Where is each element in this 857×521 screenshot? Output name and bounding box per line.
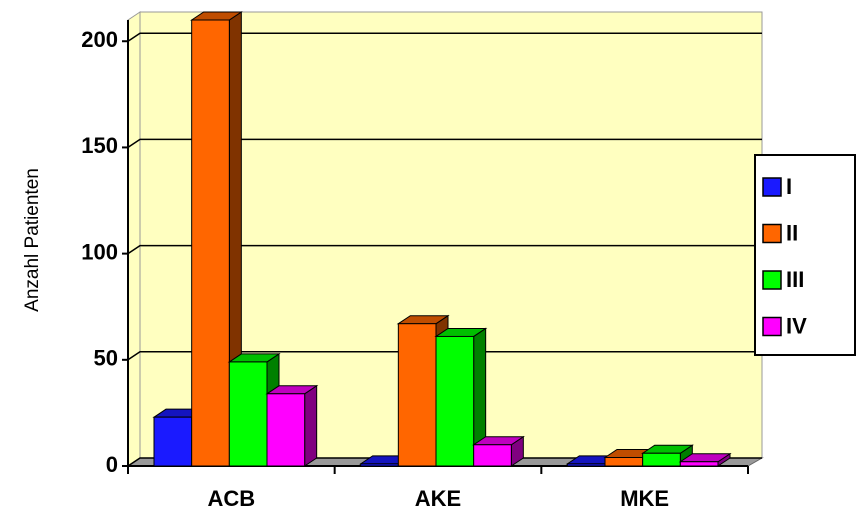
grid-line [127, 457, 762, 467]
bar-front [604, 457, 644, 467]
x-tick-label: MKE [620, 486, 669, 511]
x-tick-label: ACB [207, 486, 255, 511]
bar-front [191, 19, 230, 467]
y-tick-label: 0 [106, 452, 118, 477]
bar-front [566, 463, 606, 467]
bar-front [679, 461, 719, 467]
bar [434, 327, 488, 467]
legend-swatch [762, 177, 782, 197]
bar [678, 452, 732, 467]
legend-swatch [762, 316, 782, 337]
grid-line [127, 138, 762, 149]
legend-label: II [786, 220, 798, 245]
bar-front [153, 416, 193, 467]
y-axis-label: Anzahl Patienten [22, 168, 43, 312]
bar-side [304, 384, 318, 467]
bar-front [228, 361, 268, 467]
bar [190, 11, 243, 467]
grid-line [127, 351, 762, 361]
x-tick-label: AKE [415, 486, 461, 511]
y-tick-label: 150 [81, 133, 118, 158]
grid-line [127, 244, 762, 255]
y-tick-label: 100 [81, 239, 118, 264]
legend-label: III [786, 267, 804, 292]
bar [472, 435, 525, 467]
grid-line [127, 32, 762, 42]
bar-front [360, 463, 399, 467]
bar-front [435, 335, 475, 467]
bar-front [397, 323, 437, 467]
bar-front [642, 452, 681, 467]
y-tick-label: 200 [81, 27, 118, 52]
legend-swatch [762, 223, 782, 244]
bar [265, 384, 319, 467]
legend-label: I [786, 174, 792, 199]
y-tick-label: 50 [94, 346, 118, 371]
bar-front [266, 393, 306, 467]
side-wall [127, 11, 141, 467]
legend-swatch [762, 270, 782, 290]
legend-label: IV [786, 313, 807, 338]
bar-front [473, 444, 512, 467]
